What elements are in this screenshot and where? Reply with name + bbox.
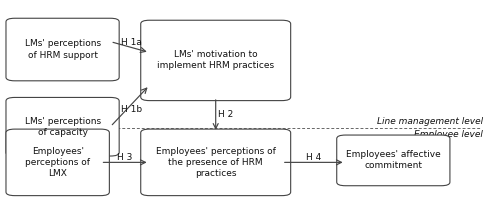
FancyBboxPatch shape: [6, 97, 119, 156]
Text: LMs' motivation to
implement HRM practices: LMs' motivation to implement HRM practic…: [157, 50, 274, 70]
Text: Employees' perceptions of
the presence of HRM
practices: Employees' perceptions of the presence o…: [156, 147, 276, 178]
FancyBboxPatch shape: [336, 135, 450, 186]
Text: H 1a: H 1a: [121, 38, 142, 47]
Text: Line management level: Line management level: [376, 117, 483, 126]
Text: H 2: H 2: [218, 110, 233, 119]
Text: Employees' affective
commitment: Employees' affective commitment: [346, 150, 440, 170]
FancyBboxPatch shape: [140, 20, 290, 101]
Text: Employees'
perceptions of
LMX: Employees' perceptions of LMX: [25, 147, 90, 178]
FancyBboxPatch shape: [6, 18, 119, 81]
Text: Employee level: Employee level: [414, 130, 483, 139]
Text: H 1b: H 1b: [121, 105, 142, 114]
Text: H 4: H 4: [306, 153, 322, 162]
Text: H 3: H 3: [118, 153, 132, 162]
Text: LMs' perceptions
of capacity: LMs' perceptions of capacity: [24, 117, 101, 137]
FancyBboxPatch shape: [6, 129, 110, 196]
Text: LMs' perceptions
of HRM support: LMs' perceptions of HRM support: [24, 39, 101, 60]
FancyBboxPatch shape: [140, 129, 290, 196]
